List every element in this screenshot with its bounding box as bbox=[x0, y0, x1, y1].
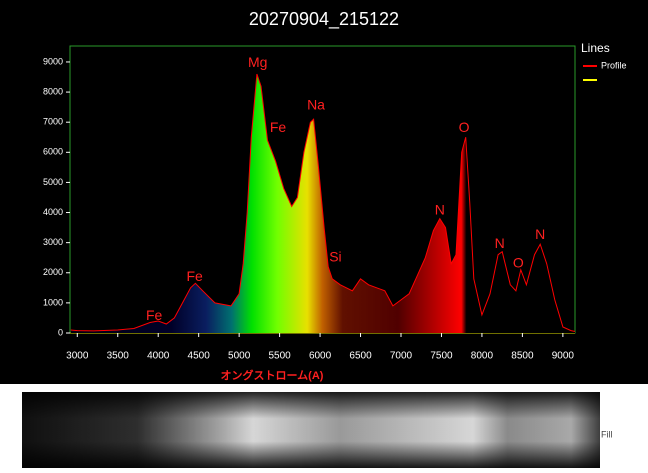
annotation: O bbox=[459, 119, 470, 135]
y-tick-label: 8000 bbox=[43, 86, 63, 96]
y-tick-label: 2000 bbox=[43, 267, 63, 277]
x-tick-label: 6500 bbox=[349, 351, 372, 362]
x-tick-label: 7500 bbox=[430, 351, 453, 362]
chart-title: 20270904_215122 bbox=[249, 9, 399, 30]
annotation: Si bbox=[329, 248, 341, 264]
annotation: Fe bbox=[146, 307, 163, 323]
annotation: N bbox=[495, 235, 505, 251]
x-tick-label: 5500 bbox=[268, 351, 291, 362]
y-tick-label: 3000 bbox=[43, 237, 63, 247]
annotation: N bbox=[535, 226, 545, 242]
y-tick-label: 1000 bbox=[43, 297, 63, 307]
x-tick-label: 6000 bbox=[309, 351, 332, 362]
annotation: Fe bbox=[270, 119, 287, 135]
y-tick-label: 5000 bbox=[43, 177, 63, 187]
y-tick-label: 9000 bbox=[43, 56, 63, 66]
x-tick-label: 3500 bbox=[107, 351, 130, 362]
x-tick-label: 5000 bbox=[228, 351, 251, 362]
page: 20270904_215122 オングストローム(A) Lines Fill 0… bbox=[0, 0, 648, 473]
annotation: Na bbox=[307, 96, 325, 112]
x-tick-label: 3000 bbox=[66, 351, 89, 362]
y-tick-label: 7000 bbox=[43, 117, 63, 127]
x-axis-label: オングストローム(A) bbox=[221, 368, 324, 382]
y-tick-label: 4000 bbox=[43, 207, 63, 217]
x-tick-label: 8500 bbox=[511, 351, 534, 362]
annotation: O bbox=[513, 254, 524, 270]
annotation: N bbox=[435, 202, 445, 218]
annotation: Mg bbox=[248, 54, 267, 70]
legend-label: Profile bbox=[601, 60, 627, 70]
y-tick-label: 0 bbox=[58, 327, 63, 337]
image-strip-shade bbox=[22, 392, 600, 468]
y-tick-label: 6000 bbox=[43, 147, 63, 157]
legend-title: Lines bbox=[581, 41, 610, 55]
x-tick-label: 8000 bbox=[471, 351, 494, 362]
annotation: Fe bbox=[186, 268, 203, 284]
x-tick-label: 7000 bbox=[390, 351, 413, 362]
screenshot: 20270904_215122 オングストローム(A) Lines Fill 0… bbox=[0, 0, 648, 468]
strip-label: Fill bbox=[601, 429, 613, 439]
x-tick-label: 4000 bbox=[147, 351, 170, 362]
x-tick-label: 4500 bbox=[188, 351, 211, 362]
x-tick-label: 9000 bbox=[552, 351, 575, 362]
